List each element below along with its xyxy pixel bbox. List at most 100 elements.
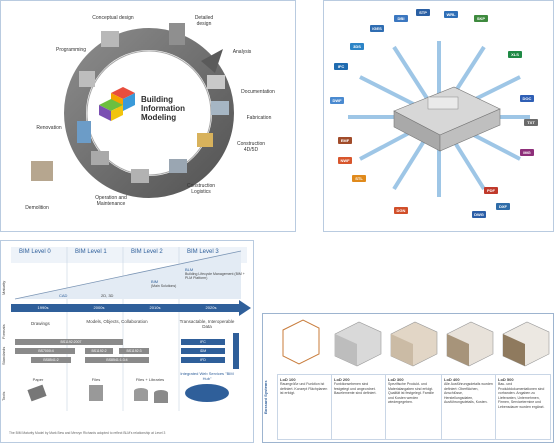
format-label: Models, Objects, Collaboration [86,319,148,324]
blm-sub: Building Lifecycle Management (BIM + PLM… [185,272,245,280]
lod-table: LoD 100 Raumgröße und Funktion ist defin… [277,374,551,440]
file-format-icon: IGES [370,25,384,32]
lod-model-500 [502,321,550,367]
cycle-arrowhead [201,49,223,73]
file-format-icon: DBI [394,15,408,22]
side-label: Maturity [1,280,6,295]
lod-text: Raumgröße und Funktion ist definiert. Ko… [280,382,328,395]
standard-label: BS7000:4 [38,349,54,353]
bim-levels-panel: Maturity Formats Standards Tools BIM Lev… [0,240,254,443]
file-format-icon: STP [416,9,430,16]
side-label: Standards [1,346,6,365]
central-building-model [393,86,501,152]
bim-models-label: BIM [151,279,159,284]
lod-panel: Bossard Systems LoD 100 Raumgröße und Fu… [262,313,554,443]
interoperability-diagram [348,41,530,197]
bim-hub-icon [185,384,229,402]
level-header: BIM Level 2 [131,249,163,255]
lod-text: Funktionsebenen sind festgelegt und ange… [334,382,377,395]
lod-cell: LoD 100 Raumgröße und Funktion ist defin… [278,375,332,439]
format-label: Drawings [31,321,50,326]
stage-label: Programming [55,47,86,53]
lod-cell: LoD 200 Funktionsebenen sind festgelegt … [332,375,386,439]
tool-label: Files + Libraries [135,377,165,382]
year-label: 2000s [93,305,105,310]
side-label: Formats [1,324,6,339]
cycle-title-line1: Building [141,95,173,104]
file-format-icon: SKP [474,15,488,22]
bim-logo [99,87,135,121]
file-formats-panel: IGES DBI STP WRL SKP 3DS IFC DWF XLS PDF… [323,0,554,232]
lod-model-400 [446,321,494,367]
file-format-icon: TXT [524,119,538,126]
bim-models-sub: (Main Solutions) [151,284,177,288]
stage-label: Demolition [25,205,49,211]
side-label: Tools [1,391,6,401]
file-format-icon: STL [352,175,366,182]
lod-cell: LoD 400 Alle Ausführungsdetails wurden d… [442,375,496,439]
lod-cell: LoD 500 Bau- und Produktdokumentationen … [496,375,550,439]
standard-label: BS1192:3 [126,349,142,353]
year-label: 2020s [205,305,217,310]
stage-label: Construction Logistics [186,183,216,195]
standard-label: IFD [200,358,206,362]
stage-thumbnails [31,23,229,183]
file-format-icon: EMF [338,137,352,144]
blm-label: BLM [185,267,194,272]
tool-label: Paper [32,377,44,382]
tool-label: Files [91,377,101,382]
format-label: Transactable, Interoperable Data [179,319,235,329]
file-format-icon: 3DS [350,43,364,50]
file-format-icon: DWG [472,211,486,218]
tool-label: Integrated Web Services "BIM Hub" [180,371,234,381]
cad-label: CAD [59,293,68,298]
file-format-icon: DOC [520,95,534,102]
stage-label: Construction 4D/5D [236,141,266,153]
lod-text: Spezifische Produkt- und Materialangaben… [388,382,434,404]
lod-cell: LoD 300 Spezifische Produkt- und Materia… [386,375,442,439]
level-header: BIM Level 3 [187,249,219,255]
file-format-icon: NWF [338,157,352,164]
stage-label: Analysis [232,49,252,55]
year-label: 2010s [149,305,161,310]
file-format-icon: IMG [520,149,534,156]
lod-model-100 [282,319,320,365]
lod-title: LoD 500 [498,377,514,382]
stage-label: Renovation [36,125,62,131]
standard-label: BS1192:2 [91,349,107,353]
bim-cycle-panel: Building Information Modeling Conceptual… [0,0,296,232]
standard-label: BS1192:2007 [60,340,82,344]
file-format-icon: DXF [496,203,510,210]
stage-label: Detailed design [194,15,214,27]
bim-maturity-diagram [11,247,251,411]
file-icon [89,385,103,401]
lod-model-200 [334,321,382,367]
lod-model-300 [390,321,438,367]
standard-label: BS8541:1:3:4 [106,358,128,362]
stage-label: Fabrication [246,115,272,121]
stage-label: Conceptual design [92,15,134,21]
level-header: BIM Level 1 [75,249,107,255]
year-label: 1990s [37,305,49,310]
lod-text: Alle Ausführungsdetails wurden definiert… [444,382,493,404]
file-format-icon: DWF [330,97,344,104]
bim-cycle-diagram [31,23,234,198]
stage-label: Operation and Maintenance [95,195,127,207]
file-format-icon: WRL [444,11,458,18]
standard-label: IDM [199,349,207,353]
cad-2d3d-label: 2D, 3D [101,293,114,298]
level-header: BIM Level 0 [19,249,51,255]
cycle-title: Building Information Modeling [141,95,205,122]
lod-text: Bau- und Produktdokumentationen sind vor… [498,382,545,409]
footnote: The BIM Maturity Model by Mark Bew and M… [9,431,166,435]
standard-label: IFC [200,340,206,344]
file-format-icon: IFC [334,63,348,70]
paper-icon [27,384,47,402]
lod-title: LoD 400 [444,377,460,382]
file-format-icon: PDF [484,187,498,194]
file-format-icon: DGN [394,207,408,214]
lod-title: LoD 300 [388,377,404,382]
level-header-band [11,247,247,263]
cycle-title-line2: Information [141,104,185,113]
lod-models [282,319,550,367]
